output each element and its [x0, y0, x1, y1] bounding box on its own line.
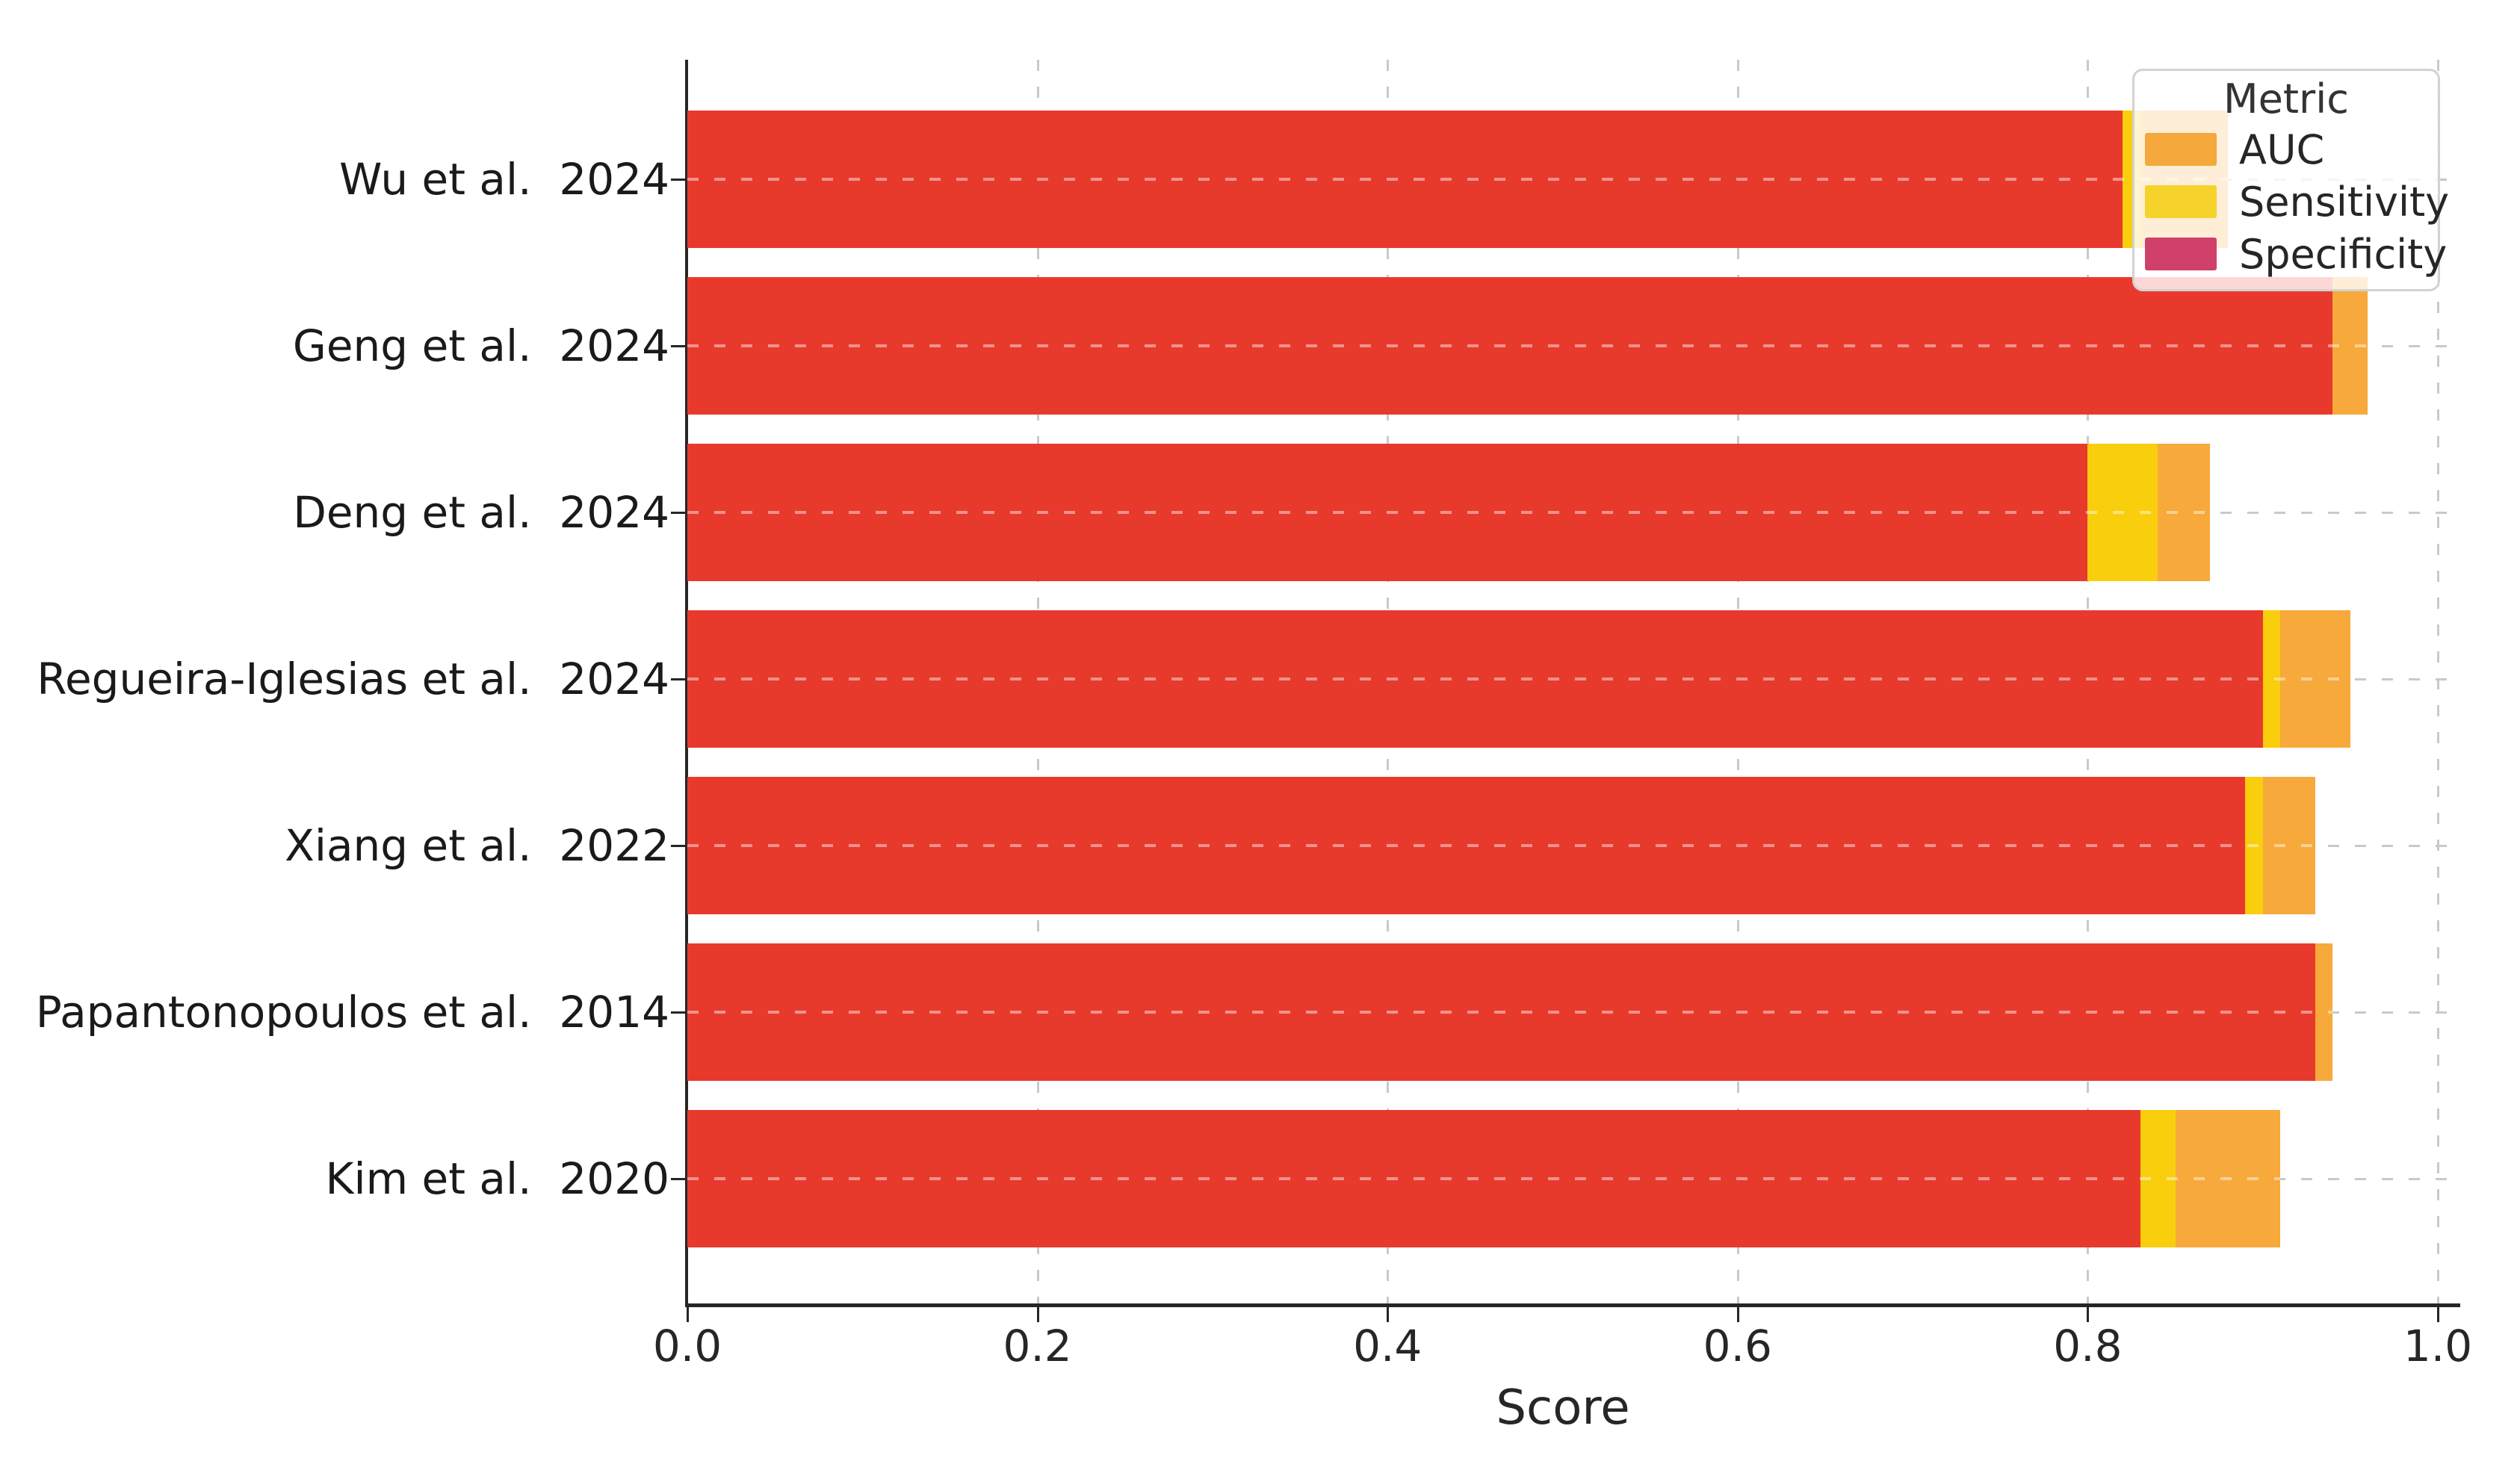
x-tick-label: 0.0	[652, 1321, 722, 1371]
x-axis-spine	[685, 1303, 2460, 1307]
specificity-bar	[687, 277, 2332, 415]
specificity-bar	[687, 943, 2315, 1081]
specificity-bar	[687, 444, 2087, 581]
x-tick-label: 0.6	[1703, 1321, 1772, 1371]
x-tick-mark	[687, 1307, 689, 1322]
vertical-gridline	[2437, 60, 2439, 1303]
y-tick-mark	[671, 512, 687, 514]
x-tick-mark	[1036, 1307, 1039, 1322]
y-tick-label: Geng et al. 2024	[292, 320, 669, 371]
legend-swatch-icon	[2145, 238, 2217, 270]
legend-swatch-icon	[2145, 185, 2217, 218]
x-axis-title: Score	[1496, 1380, 1630, 1436]
legend-label: Sensitivity	[2239, 178, 2450, 226]
x-tick-mark	[1736, 1307, 1739, 1322]
gridline-glint	[687, 1177, 2280, 1180]
specificity-bar	[687, 1110, 2140, 1247]
plot-area	[687, 60, 2460, 1303]
legend: Metric AUC Sensitivity Specificity	[2132, 69, 2449, 291]
y-axis-spine	[685, 60, 688, 1306]
y-tick-label: Papantonopoulos et al. 2014	[35, 987, 669, 1038]
gridline-glint	[687, 677, 2350, 680]
y-tick-label: Xiang et al. 2022	[285, 820, 669, 871]
legend-entry-auc: AUC	[2134, 123, 2438, 176]
x-tick-label: 0.8	[2053, 1321, 2123, 1371]
legend-entry-specificity: Specificity	[2134, 228, 2447, 280]
y-tick-mark	[671, 179, 687, 181]
x-tick-label: 0.2	[1003, 1321, 1072, 1371]
x-tick-label: 0.4	[1353, 1321, 1422, 1371]
x-tick-mark	[2087, 1307, 2090, 1322]
legend-entry-sensitivity: Sensitivity	[2134, 176, 2449, 228]
gridline-glint	[687, 844, 2315, 847]
legend-title: Metric	[2223, 75, 2349, 123]
y-tick-label: Regueira-Iglesias et al. 2024	[37, 654, 669, 704]
gridline-glint	[687, 1011, 2332, 1014]
specificity-bar	[687, 777, 2245, 914]
x-tick-label: 1.0	[2403, 1321, 2473, 1371]
y-tick-mark	[671, 345, 687, 347]
legend-label: Specificity	[2239, 230, 2448, 278]
x-tick-mark	[2437, 1307, 2439, 1322]
specificity-bar	[687, 610, 2263, 748]
y-tick-mark	[671, 678, 687, 680]
legend-swatch-icon	[2145, 133, 2217, 166]
y-tick-mark	[671, 845, 687, 847]
y-tick-mark	[671, 1011, 687, 1014]
gridline-glint	[687, 344, 2368, 347]
y-tick-label: Wu et al. 2024	[339, 154, 669, 205]
gridline-glint	[687, 178, 2228, 181]
legend-label: AUC	[2239, 125, 2325, 173]
specificity-bar	[687, 111, 2123, 248]
y-tick-mark	[671, 1178, 687, 1180]
y-tick-label: Kim et al. 2020	[325, 1153, 669, 1204]
x-tick-mark	[1387, 1307, 1390, 1322]
gridline-glint	[687, 511, 2210, 514]
y-tick-label: Deng et al. 2024	[293, 487, 669, 538]
